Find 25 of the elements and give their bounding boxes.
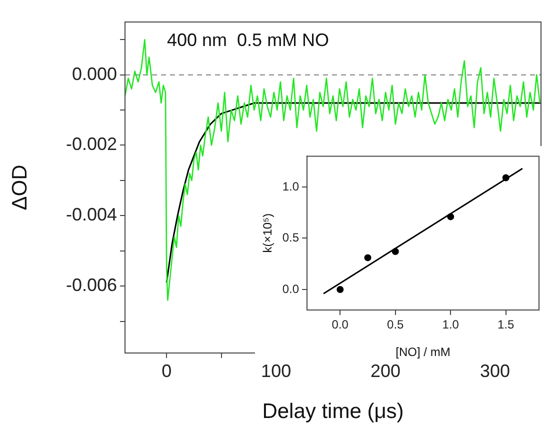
point (336, 286, 344, 293)
x-axis-title: [NO] / mM (396, 345, 450, 360)
point (392, 248, 399, 256)
point (502, 174, 510, 182)
point (447, 213, 454, 220)
y-axis-title: ΔOD (8, 164, 32, 210)
y-tick-label: 1.0 (282, 179, 300, 194)
x-tick-label: 0 (162, 360, 172, 381)
x-tick-label: 300 (480, 360, 510, 381)
y-tick-label: 0.0 (282, 282, 300, 296)
x-tick-label: 200 (370, 360, 401, 381)
x-tick-label: 1.0 (442, 318, 460, 332)
x-tick-label: 0.0 (332, 318, 349, 332)
y-tick-label: -0.002 (66, 134, 117, 154)
x-axis-title: Delay time (μs) (262, 400, 404, 424)
y-tick-label: -0.004 (66, 204, 117, 225)
y-axis-title: k(×10⁵) (260, 213, 275, 253)
y-tick-label: 0.5 (282, 230, 300, 245)
y-tick-label: -0.006 (66, 275, 117, 296)
x-tick-label: 1.5 (498, 318, 515, 332)
point (364, 254, 372, 262)
annotation: 400 nm 0.5 mM NO (167, 30, 330, 50)
y-tick-label: 0.000 (72, 64, 117, 84)
x-tick-label: 0.5 (387, 318, 404, 332)
x-tick-label: 100 (261, 360, 292, 381)
